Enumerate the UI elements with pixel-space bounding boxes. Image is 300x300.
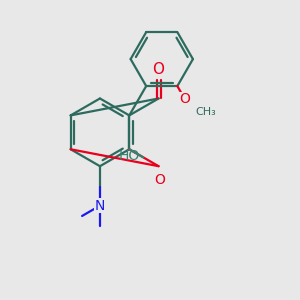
- Text: CH₃: CH₃: [196, 106, 216, 117]
- Text: O: O: [153, 62, 165, 77]
- Text: O: O: [154, 173, 166, 187]
- Text: HO: HO: [118, 149, 140, 164]
- Text: N: N: [95, 199, 105, 213]
- Text: O: O: [180, 92, 190, 106]
